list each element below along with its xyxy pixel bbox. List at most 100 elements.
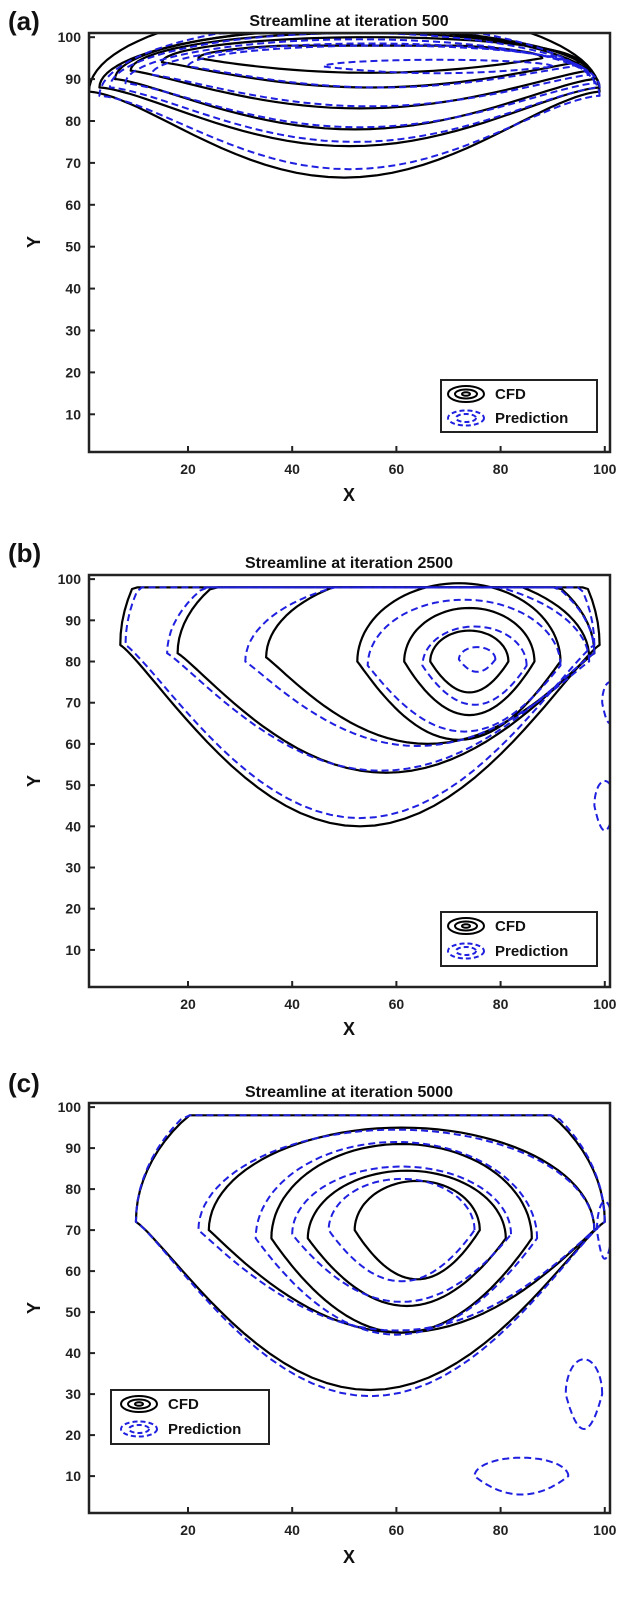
cfd-contour-line [353, 1179, 481, 1281]
panel-c: (c) Streamline at iteration 5000 20 40 60 8… [8, 1068, 617, 1567]
cfd-contour-line [98, 33, 601, 148]
cfd-contour-line [207, 1126, 596, 1334]
x-tick-label: 80 [493, 1522, 509, 1538]
legend-label-cfd-a: CFD [495, 386, 526, 403]
x-tick-label: 60 [389, 1522, 405, 1538]
prediction-contour-line [596, 1200, 610, 1260]
y-tick-label: 100 [58, 29, 82, 45]
cfd-contour-line [270, 1142, 533, 1334]
legend-label-prediction-b: Prediction [495, 943, 568, 960]
y-axis-label-a: Y [24, 236, 44, 248]
cfd-contour-line [160, 36, 580, 89]
x-tick-label: 100 [593, 461, 617, 477]
x-axis-label-a: X [343, 485, 355, 505]
x-tick-label: 100 [593, 1522, 617, 1538]
y-tick-label: 20 [65, 364, 81, 380]
legend-icon-cfd-b [447, 917, 485, 935]
chart-title-a: Streamline at iteration 500 [249, 13, 448, 30]
y-tick-label: 100 [58, 571, 82, 587]
prediction-contour-line [150, 42, 591, 108]
y-tick-label: 90 [65, 612, 81, 628]
legend-icon-prediction-a [447, 409, 485, 427]
y-tick-label: 60 [65, 197, 81, 213]
prediction-contour-line [166, 586, 596, 772]
x-tick-label: 40 [284, 1522, 300, 1538]
contour-layer-a [89, 33, 601, 179]
legend-icon-prediction-c [120, 1420, 158, 1438]
chart-title-b: Streamline at iteration 2500 [245, 555, 453, 572]
x-tick-label: 80 [493, 996, 509, 1012]
prediction-contour-line [124, 38, 596, 129]
panel-letter-a: (a) [8, 6, 40, 36]
y-tick-label: 20 [65, 1427, 81, 1443]
x-tick-label: 80 [493, 461, 509, 477]
x-tick-label: 20 [180, 461, 196, 477]
panel-a: (a) Streamline at iteration 500 20 40 60 80… [8, 6, 617, 505]
x-tick-label: 20 [180, 996, 196, 1012]
panel-letter-c: (c) [8, 1068, 40, 1098]
cfd-contour-line [356, 582, 562, 741]
y-tick-label: 10 [65, 1468, 81, 1484]
prediction-contour-line [254, 1141, 539, 1336]
x-tick-label: 60 [389, 461, 405, 477]
prediction-contour-line [291, 1165, 512, 1303]
cfd-contour-line [403, 606, 536, 717]
y-tick-label: 30 [65, 1386, 81, 1402]
prediction-contour-line [601, 681, 610, 725]
y-tick-label: 80 [65, 654, 81, 670]
contour-layer-b [119, 582, 610, 832]
cfd-contour-line [197, 44, 544, 74]
chart-title-c: Streamline at iteration 5000 [245, 1084, 453, 1101]
prediction-contour-line [473, 1456, 570, 1496]
legend-label-prediction-a: Prediction [495, 410, 568, 427]
y-axis-label-c: Y [24, 1302, 44, 1314]
y-tick-label: 10 [65, 942, 81, 958]
y-tick-label: 80 [65, 1181, 81, 1197]
y-tick-label: 30 [65, 322, 81, 338]
y-tick-label: 50 [65, 777, 81, 793]
panel-letter-b: (b) [8, 538, 41, 568]
y-tick-label: 40 [65, 818, 81, 834]
prediction-contour-line [366, 598, 562, 733]
x-tick-label: 40 [284, 461, 300, 477]
plot-frame-c [87, 1101, 612, 1515]
prediction-contour-line [322, 58, 554, 75]
prediction-contour-line [108, 33, 601, 143]
plot-frame-a [87, 31, 612, 454]
x-tick-label: 40 [284, 996, 300, 1012]
cfd-contour-line [176, 586, 596, 774]
legend-b: CFD Prediction [440, 911, 598, 967]
prediction-contour-line [327, 1177, 476, 1283]
y-tick-label: 10 [65, 406, 81, 422]
cfd-contour-line [113, 33, 596, 131]
y-tick-label: 70 [65, 695, 81, 711]
legend-label-cfd-b: CFD [495, 918, 526, 935]
cfd-contour-line [89, 33, 601, 179]
prediction-contour-line [564, 1358, 604, 1430]
prediction-contour-line [187, 44, 575, 89]
y-tick-label: 90 [65, 71, 81, 87]
y-tick-label: 100 [58, 1099, 82, 1115]
x-tick-label: 60 [389, 996, 405, 1012]
y-tick-label: 30 [65, 860, 81, 876]
y-tick-label: 60 [65, 736, 81, 752]
y-tick-label: 70 [65, 1222, 81, 1238]
plot-frame-b [87, 573, 612, 989]
cfd-contour-line [265, 586, 591, 745]
plot-area-b: 20 40 60 80 100 10 20 30 40 50 60 70 80 90 100 [58, 571, 617, 1012]
plot-area-a: 20 40 60 80 100 10 20 30 40 50 60 70 80 90 100 [58, 29, 617, 477]
legend-icon-cfd-a [447, 385, 485, 403]
prediction-contour-line [593, 780, 610, 832]
y-tick-label: 20 [65, 901, 81, 917]
y-tick-label: 60 [65, 1263, 81, 1279]
prediction-contour-line [421, 625, 528, 706]
x-axis-label-b: X [343, 1019, 355, 1039]
x-axis-label-c: X [343, 1547, 355, 1567]
legend-label-cfd-c: CFD [168, 1396, 199, 1413]
panel-b: (b) Streamline at iteration 2500 20 40 60 8… [8, 538, 617, 1039]
y-tick-label: 80 [65, 113, 81, 129]
legend-icon-prediction-b [447, 942, 485, 960]
legend-a: CFD Prediction [440, 379, 598, 433]
y-axis-label-b: Y [24, 775, 44, 787]
